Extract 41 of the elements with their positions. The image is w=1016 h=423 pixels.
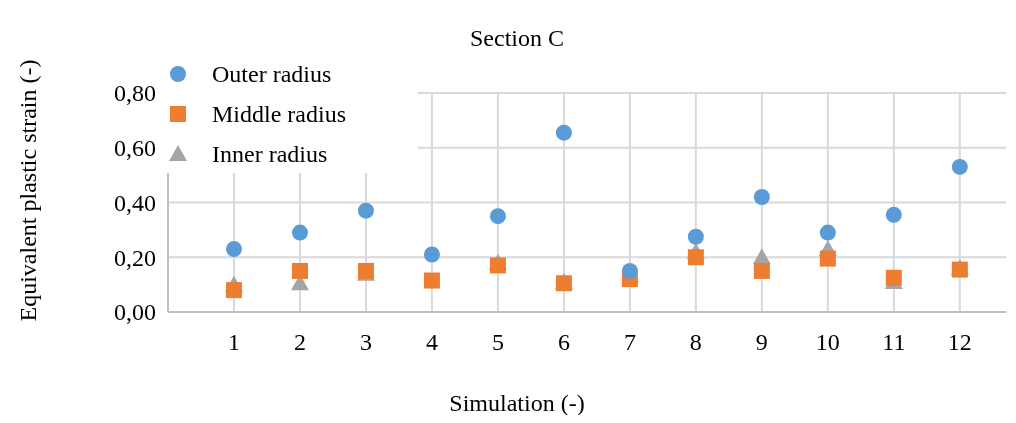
- point: [753, 262, 770, 279]
- legend-label: Middle radius: [212, 101, 346, 128]
- y-tick-label: 0,40: [114, 189, 156, 216]
- point: [555, 124, 572, 141]
- y-tick-label: 0,60: [114, 135, 156, 162]
- y-axis-title: Equivalent plastic strain (-): [15, 59, 41, 322]
- point: [819, 250, 836, 267]
- point: [687, 249, 704, 266]
- x-tick-label: 3: [359, 329, 372, 355]
- x-tick-label: 4: [425, 329, 438, 355]
- point: [423, 272, 440, 289]
- x-tick-label: 10: [815, 329, 840, 355]
- legend-label: Inner radius: [212, 141, 328, 168]
- x-tick-label: 8: [689, 329, 702, 355]
- x-tick-label: 7: [623, 329, 636, 355]
- point: [489, 257, 506, 274]
- x-tick-label: 6: [557, 329, 570, 355]
- point: [225, 282, 242, 299]
- point: [687, 228, 704, 245]
- x-tick-label: 11: [882, 329, 906, 355]
- point: [291, 262, 308, 279]
- legend-label: Outer radius: [212, 61, 332, 88]
- point: [225, 241, 242, 258]
- point: [291, 224, 308, 241]
- x-tick-label: 5: [491, 329, 504, 355]
- y-tick-label: 0,80: [114, 80, 156, 107]
- point: [423, 246, 440, 263]
- x-tick-label: 12: [947, 329, 972, 355]
- x-tick-label: 2: [293, 329, 306, 355]
- point: [819, 224, 836, 241]
- y-tick-label: 0,00: [114, 299, 156, 326]
- y-tick-label: 0,20: [114, 244, 156, 271]
- x-tick-label: 1: [227, 329, 240, 355]
- x-tick-label: 9: [755, 329, 768, 355]
- point: [489, 208, 506, 225]
- point: [951, 158, 968, 175]
- chart-title: Section C: [470, 25, 564, 51]
- point: [753, 189, 770, 206]
- point: [357, 202, 374, 219]
- point: [621, 262, 638, 279]
- point: [885, 206, 902, 223]
